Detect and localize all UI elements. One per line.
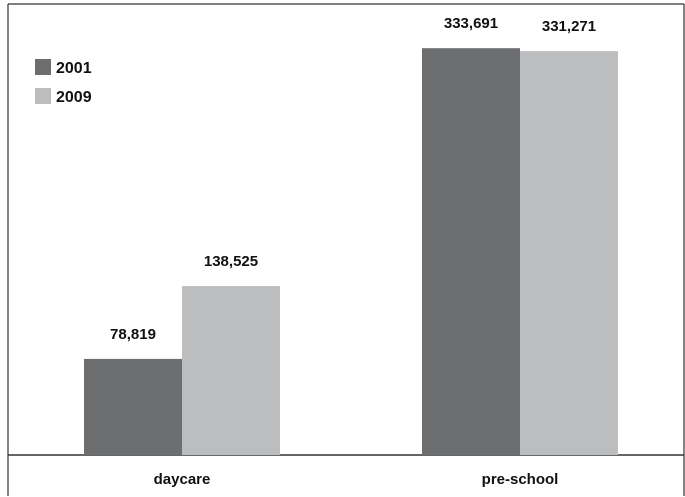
value-label-daycare-2009: 138,525: [204, 253, 258, 270]
value-label-pre-school-2009: 331,271: [542, 18, 596, 35]
value-label-daycare-2001: 78,819: [110, 326, 156, 343]
value-labels: 78,819 138,525 333,691 331,271: [110, 15, 596, 343]
legend-label-2009: 2009: [56, 89, 92, 106]
category-labels: daycare pre-school: [154, 471, 559, 488]
category-label-daycare: daycare: [154, 471, 211, 488]
bars: [84, 48, 618, 456]
bar-daycare-2001: [84, 358, 182, 455]
legend: 2001 2009: [35, 59, 92, 106]
category-label-pre-school: pre-school: [482, 471, 559, 488]
value-label-pre-school-2001: 333,691: [444, 15, 498, 32]
bar-pre-school-2009: [520, 51, 618, 456]
legend-swatch-2009: [35, 88, 51, 104]
legend-label-2001: 2001: [56, 60, 92, 77]
legend-swatch-2001: [35, 59, 51, 75]
bar-daycare-2009: [182, 286, 280, 455]
bar-pre-school-2001: [422, 48, 520, 456]
